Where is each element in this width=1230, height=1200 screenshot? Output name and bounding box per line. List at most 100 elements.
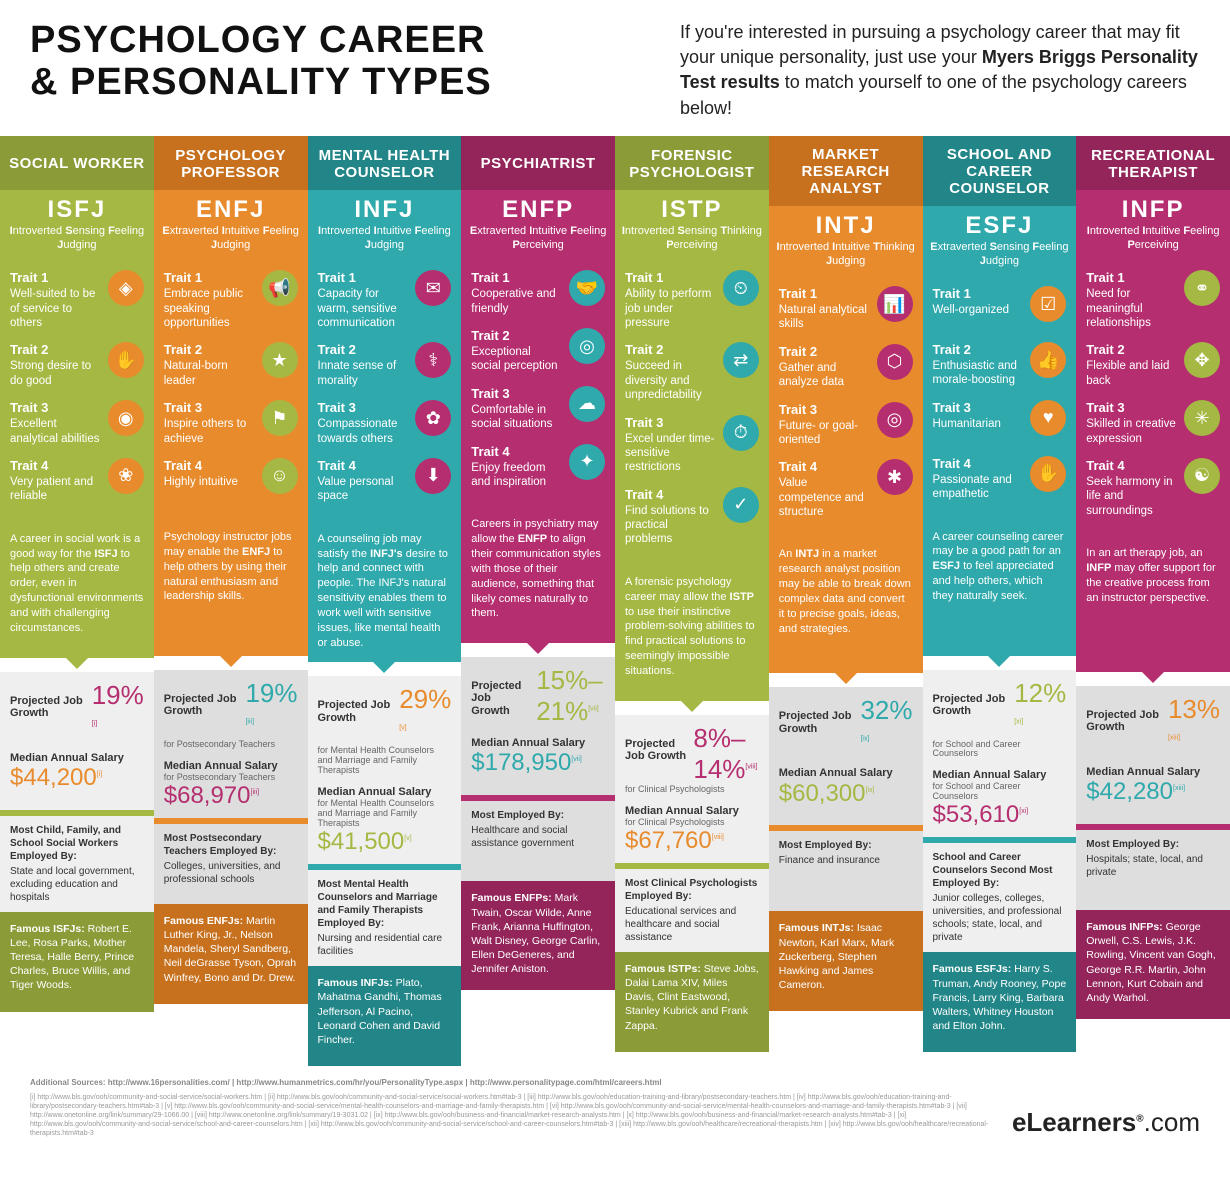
job-growth-block: Projected Job Growth29%[v]for Mental Hea… bbox=[308, 676, 462, 782]
trait-label: Trait 1 bbox=[471, 270, 563, 285]
career-title: MARKET RESEARCH ANALYST bbox=[769, 136, 923, 206]
trait-icon: ◈ bbox=[108, 270, 144, 306]
growth-value: 12%[xi] bbox=[1014, 678, 1066, 740]
salary-label: Median Annual Salary bbox=[471, 737, 605, 749]
trait-icon: ◉ bbox=[108, 400, 144, 436]
trait-label: Trait 3 bbox=[625, 415, 717, 430]
mbti-code: ESFJ bbox=[927, 212, 1073, 240]
trait-icon: ☁ bbox=[569, 386, 605, 422]
famous-block: Famous ISFJs: Robert E. Lee, Rosa Parks,… bbox=[0, 912, 154, 1012]
salary-value: $41,500[v] bbox=[318, 828, 452, 856]
mbti-description: Extraverted Intuitive Feeling Judging bbox=[158, 224, 304, 253]
mbti-description: Extraverted Sensing Feeling Judging bbox=[927, 240, 1073, 269]
famous-block: Famous INFJs: Plato, Mahatma Gandhi, Tho… bbox=[308, 966, 462, 1066]
trait-item: Trait 2Succeed in diversity and unpredic… bbox=[625, 342, 759, 402]
trait-label: Trait 4 bbox=[164, 458, 256, 473]
growth-value: 8%–14%[viii] bbox=[693, 723, 758, 785]
mbti-description: Introverted Sensing Thinking Perceiving bbox=[619, 224, 765, 253]
salary-value: $60,300[ix] bbox=[779, 780, 913, 808]
trait-label: Trait 3 bbox=[10, 400, 102, 415]
trait-icon: ❀ bbox=[108, 458, 144, 494]
mbti-code: INTJ bbox=[773, 212, 919, 240]
mbti-block: ISFJIntroverted Sensing Feeling Judging bbox=[0, 190, 154, 261]
trait-item: Trait 4Very patient and reliable❀ bbox=[10, 458, 144, 504]
job-growth-block: Projected Job Growth8%–14%[viii]for Clin… bbox=[615, 715, 769, 801]
career-column: PSYCHIATRISTENFPExtraverted Intuitive Fe… bbox=[461, 136, 615, 1066]
trait-text: Excellent analytical abilities bbox=[10, 417, 102, 446]
trait-item: Trait 4Enjoy freedom and inspiration✦ bbox=[471, 444, 605, 490]
salary-value: $68,970[iii] bbox=[164, 782, 298, 810]
trait-text: Innate sense of morality bbox=[318, 359, 410, 388]
source-refs: [i] http://www.bls.gov/ooh/community-and… bbox=[30, 1093, 992, 1138]
trait-item: Trait 2Gather and analyze data⬡ bbox=[779, 344, 913, 390]
trait-label: Trait 1 bbox=[933, 286, 1025, 301]
career-column: MARKET RESEARCH ANALYSTINTJIntroverted I… bbox=[769, 136, 923, 1066]
trait-label: Trait 2 bbox=[318, 342, 410, 357]
trait-text: Compassionate towards others bbox=[318, 417, 410, 446]
trait-label: Trait 1 bbox=[318, 270, 410, 285]
notch-divider bbox=[461, 643, 615, 657]
trait-text: Skilled in creative expression bbox=[1086, 417, 1178, 446]
trait-text: Seek harmony in life and surroundings bbox=[1086, 475, 1178, 518]
trait-icon: ✋ bbox=[108, 342, 144, 378]
trait-label: Trait 2 bbox=[471, 328, 563, 343]
trait-text: Well-suited to be of service to others bbox=[10, 287, 102, 330]
career-column: RECREATIONAL THERAPISTINFPIntroverted In… bbox=[1076, 136, 1230, 1066]
career-column: PSYCHOLOGY PROFESSORENFJExtraverted Intu… bbox=[154, 136, 308, 1066]
trait-item: Trait 3 Excellent analytical abilities◉ bbox=[10, 400, 144, 446]
career-column: SOCIAL WORKERISFJIntroverted Sensing Fee… bbox=[0, 136, 154, 1066]
famous-block: Famous INTJs: Isaac Newton, Karl Marx, M… bbox=[769, 911, 923, 1011]
trait-label: Trait 2 bbox=[933, 342, 1025, 357]
notch-divider bbox=[154, 656, 308, 670]
famous-block: Famous ESFJs: Harry S. Truman, Andy Roon… bbox=[923, 952, 1077, 1052]
mbti-description: Extraverted Intuitive Feeling Perceiving bbox=[465, 224, 611, 253]
growth-label: Projected Job Growth bbox=[10, 695, 88, 719]
trait-label: Trait 2 bbox=[779, 344, 871, 359]
trait-label: Trait 3 bbox=[318, 400, 410, 415]
salary-block: Median Annual Salary$42,280[xiii] bbox=[1076, 762, 1230, 824]
employed-by-block: Most Clinical Psychologists Employed By:… bbox=[615, 869, 769, 952]
page-title: PSYCHOLOGY CAREER & PERSONALITY TYPES bbox=[30, 20, 660, 104]
trait-label: Trait 4 bbox=[1086, 458, 1178, 473]
growth-value: 15%–21%[vii] bbox=[536, 665, 605, 727]
trait-item: Trait 3Future- or goal-oriented◎ bbox=[779, 402, 913, 448]
traits-list: Trait 1Well-organized☑Trait 2Enthusiasti… bbox=[923, 276, 1077, 526]
trait-item: Trait 4Value competence and structure✱ bbox=[779, 459, 913, 519]
famous-block: Famous INFPs: George Orwell, C.S. Lewis,… bbox=[1076, 910, 1230, 1019]
famous-block: Famous ENFPs: Mark Twain, Oscar Wilde, A… bbox=[461, 881, 615, 990]
growth-label: Projected Job Growth bbox=[164, 693, 242, 717]
mbti-block: ENFPExtraverted Intuitive Feeling Percei… bbox=[461, 190, 615, 261]
trait-icon: ☑ bbox=[1030, 286, 1066, 322]
trait-text: Humanitarian bbox=[933, 417, 1025, 431]
trait-item: Trait 1Embrace public speaking opportuni… bbox=[164, 270, 298, 330]
trait-text: Natural analytical skills bbox=[779, 303, 871, 332]
columns-container: SOCIAL WORKERISFJIntroverted Sensing Fee… bbox=[0, 136, 1230, 1066]
trait-text: Excel under time-sensitive restrictions bbox=[625, 432, 717, 475]
trait-icon: ◎ bbox=[569, 328, 605, 364]
salary-block: Median Annual Salary$44,200[i] bbox=[0, 748, 154, 810]
mbti-code: ISFJ bbox=[4, 196, 150, 224]
trait-icon: ⬇ bbox=[415, 458, 451, 494]
sources-block: Additional Sources: http://www.16persona… bbox=[30, 1078, 1012, 1138]
trait-item: Trait 4Passionate and empathetic✋ bbox=[933, 456, 1067, 502]
employed-by-block: Most Employed By:Healthcare and social a… bbox=[461, 801, 615, 881]
career-description: Psychology instructor jobs may enable th… bbox=[154, 526, 308, 656]
employed-by-block: Most Mental Health Counselors and Marria… bbox=[308, 870, 462, 966]
trait-label: Trait 3 bbox=[1086, 400, 1178, 415]
trait-item: Trait 2Flexible and laid back✥ bbox=[1086, 342, 1220, 388]
trait-item: Trait 4Find solutions to practical probl… bbox=[625, 487, 759, 547]
trait-icon: ✱ bbox=[877, 459, 913, 495]
trait-label: Trait 3 bbox=[471, 386, 563, 401]
mbti-block: ISTPIntroverted Sensing Thinking Perceiv… bbox=[615, 190, 769, 261]
salary-subtitle: for School and Career Counselors bbox=[933, 781, 1067, 801]
salary-block: Median Annual Salaryfor Clinical Psychol… bbox=[615, 801, 769, 863]
salary-label: Median Annual Salary bbox=[779, 767, 913, 779]
trait-label: Trait 2 bbox=[625, 342, 717, 357]
trait-label: Trait 1 bbox=[10, 270, 102, 285]
job-growth-block: Projected Job Growth32%[ix] bbox=[769, 687, 923, 763]
mbti-code: ENFJ bbox=[158, 196, 304, 224]
trait-label: Trait 2 bbox=[1086, 342, 1178, 357]
trait-icon: ⚑ bbox=[262, 400, 298, 436]
salary-label: Median Annual Salary bbox=[318, 786, 452, 798]
trait-text: Value competence and structure bbox=[779, 476, 871, 519]
